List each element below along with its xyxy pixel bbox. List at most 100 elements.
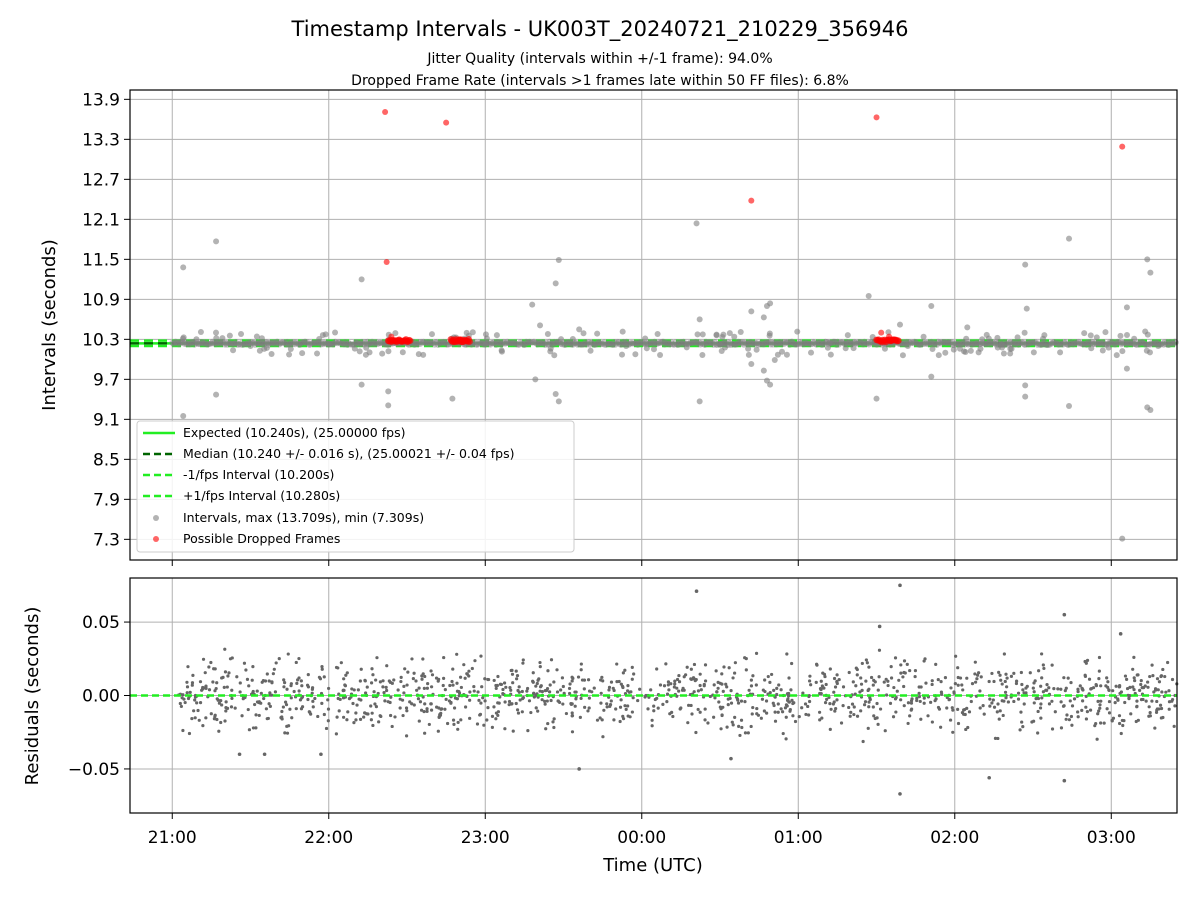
interval-point [204, 341, 211, 348]
residual-point [263, 679, 268, 683]
residual-point [254, 713, 258, 717]
interval-point [755, 341, 762, 348]
interval-point [369, 338, 376, 345]
interval-point [1045, 341, 1052, 348]
residual-point [693, 679, 697, 683]
interval-point [1006, 340, 1013, 347]
interval-point [309, 339, 316, 346]
interval-point [700, 340, 707, 347]
interval-point [1059, 340, 1066, 347]
interval-point [1009, 339, 1016, 346]
residual-point [254, 726, 258, 730]
residual-point [981, 704, 985, 708]
residual-point [468, 716, 472, 720]
residual-point [714, 669, 718, 673]
interval-point [436, 339, 443, 346]
interval-point [340, 340, 347, 347]
interval-point [583, 341, 590, 348]
interval-point [773, 341, 780, 348]
residual-point [1099, 699, 1103, 703]
interval-point [429, 339, 436, 346]
interval-point [756, 340, 763, 347]
interval-point [333, 339, 340, 346]
residual-point [219, 699, 223, 703]
interval-point [989, 338, 996, 345]
interval-point [1147, 269, 1154, 276]
residual-point [725, 685, 729, 689]
residual-point [760, 697, 765, 701]
interval-point [420, 338, 427, 345]
interval-point [1162, 341, 1169, 348]
interval-point [286, 341, 293, 348]
interval-point [1007, 339, 1014, 346]
residual-point [717, 700, 721, 704]
interval-point [1107, 338, 1114, 345]
interval-point [956, 345, 963, 352]
interval-point [666, 340, 673, 347]
interval-point [844, 339, 851, 346]
residual-point [1022, 702, 1026, 706]
interval-point [854, 340, 861, 347]
interval-point [1085, 339, 1092, 346]
interval-point [216, 339, 223, 346]
residual-point [389, 695, 393, 699]
residual-point [677, 680, 682, 684]
interval-point [253, 333, 260, 340]
residual-point [662, 684, 667, 688]
residual-point [626, 704, 630, 708]
residual-point [256, 700, 260, 704]
residual-point [578, 715, 582, 720]
interval-point [832, 338, 839, 345]
residual-point [988, 697, 992, 701]
residual-point [284, 703, 289, 707]
residual-point [437, 715, 441, 719]
residual-point [873, 716, 877, 721]
residual-point [877, 648, 882, 652]
residuals-y-axis-label: Residuals (seconds) [22, 607, 43, 786]
residual-point [311, 699, 315, 703]
interval-point [493, 341, 500, 348]
residual-point [878, 707, 883, 711]
interval-point [547, 340, 554, 347]
residual-point [535, 681, 539, 686]
residual-point [564, 711, 569, 716]
residual-point [619, 682, 623, 686]
interval-point [529, 339, 536, 346]
residual-point [1099, 684, 1103, 688]
residual-point [619, 698, 623, 702]
residual-point [405, 683, 409, 687]
residual-point [209, 712, 213, 716]
interval-point [551, 338, 558, 345]
interval-point [343, 340, 350, 347]
interval-point [802, 339, 809, 346]
interval-point [1066, 341, 1073, 348]
residual-point [421, 672, 425, 676]
residual-point [974, 680, 978, 684]
interval-point [544, 341, 551, 348]
interval-point [779, 339, 786, 346]
interval-point [255, 340, 262, 347]
interval-point [503, 340, 510, 347]
residual-point [1036, 709, 1040, 714]
residual-point [1105, 676, 1109, 680]
residual-point [1050, 663, 1054, 667]
residual-point [664, 662, 668, 666]
residual-point [852, 712, 856, 717]
residual-point [859, 709, 863, 713]
interval-point [335, 339, 342, 346]
interval-point [789, 339, 796, 346]
interval-point [1051, 339, 1058, 346]
interval-point [1165, 341, 1172, 348]
residual-point [807, 713, 811, 717]
residual-point [829, 707, 833, 711]
interval-point [613, 340, 620, 347]
interval-point [321, 339, 328, 346]
interval-point [319, 332, 326, 339]
residual-point [969, 699, 973, 704]
residual-point [583, 705, 587, 709]
residual-point [437, 677, 441, 681]
interval-point [860, 341, 867, 348]
residual-point [873, 680, 877, 684]
residual-point [884, 677, 888, 681]
residual-point [716, 686, 720, 690]
